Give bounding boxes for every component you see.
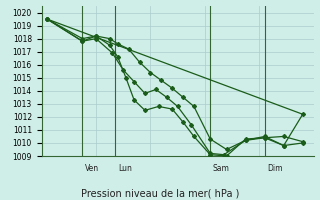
Text: Dim: Dim xyxy=(267,164,283,173)
Text: Sam: Sam xyxy=(213,164,230,173)
Text: Ven: Ven xyxy=(85,164,99,173)
Text: Lun: Lun xyxy=(118,164,132,173)
Text: Pression niveau de la mer( hPa ): Pression niveau de la mer( hPa ) xyxy=(81,188,239,198)
